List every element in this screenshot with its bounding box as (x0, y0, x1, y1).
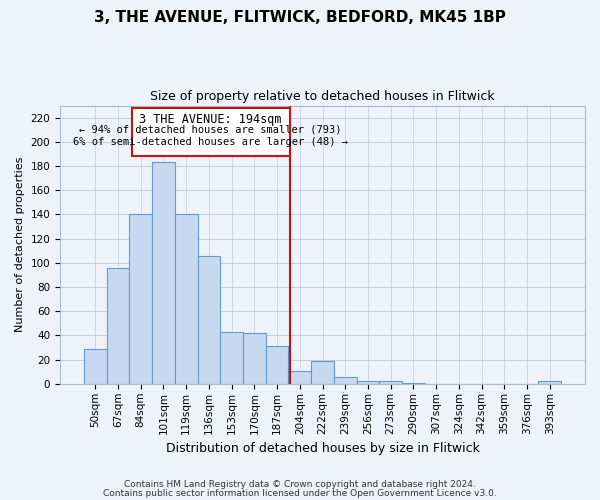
Text: 3, THE AVENUE, FLITWICK, BEDFORD, MK45 1BP: 3, THE AVENUE, FLITWICK, BEDFORD, MK45 1… (94, 10, 506, 25)
Text: ← 94% of detached houses are smaller (793): ← 94% of detached houses are smaller (79… (79, 125, 342, 135)
Y-axis label: Number of detached properties: Number of detached properties (15, 157, 25, 332)
Text: Contains HM Land Registry data © Crown copyright and database right 2024.: Contains HM Land Registry data © Crown c… (124, 480, 476, 489)
Bar (402, 382, 425, 384)
Bar (197, 256, 220, 384)
Bar (220, 332, 243, 384)
Text: 6% of semi-detached houses are larger (48) →: 6% of semi-detached houses are larger (4… (73, 137, 348, 147)
Bar (131, 108, 290, 156)
Bar (266, 346, 289, 384)
Bar (289, 370, 311, 384)
Bar (334, 376, 356, 384)
Bar (538, 382, 561, 384)
Bar (311, 361, 334, 384)
Text: 3 THE AVENUE: 194sqm: 3 THE AVENUE: 194sqm (139, 113, 282, 126)
Bar (107, 268, 130, 384)
Bar (356, 382, 379, 384)
X-axis label: Distribution of detached houses by size in Flitwick: Distribution of detached houses by size … (166, 442, 479, 455)
Bar (175, 214, 197, 384)
Text: Contains public sector information licensed under the Open Government Licence v3: Contains public sector information licen… (103, 488, 497, 498)
Bar (243, 333, 266, 384)
Bar (152, 162, 175, 384)
Bar (379, 382, 402, 384)
Bar (84, 349, 107, 384)
Title: Size of property relative to detached houses in Flitwick: Size of property relative to detached ho… (150, 90, 495, 103)
Bar (130, 214, 152, 384)
